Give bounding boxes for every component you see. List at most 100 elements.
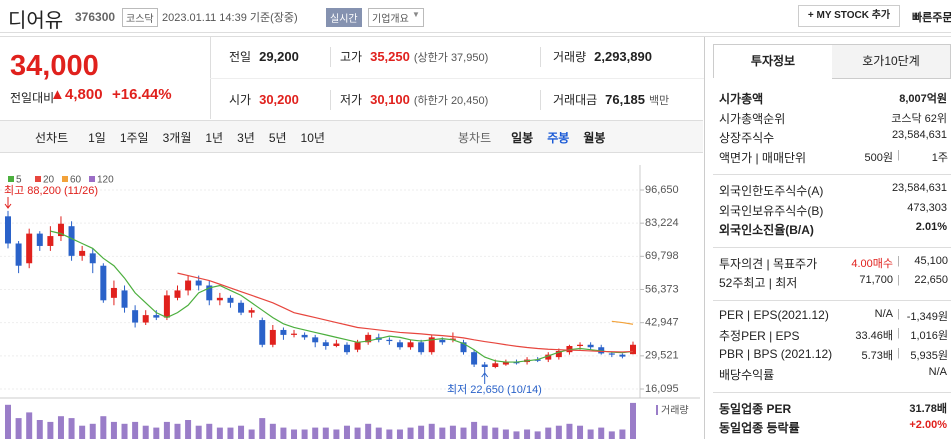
volume-bar (439, 427, 446, 439)
chart-tab[interactable]: 월봉 (583, 131, 606, 145)
ma-line (177, 272, 634, 353)
volume-bar (333, 429, 340, 439)
side-value: +2.00% (909, 419, 947, 431)
mystock-button[interactable]: + MY STOCK 추가 (798, 5, 900, 27)
chart-tab[interactable]: 1년 (205, 131, 224, 145)
side-label: 시가총액순위 (719, 111, 786, 126)
legend-label: 120 (97, 175, 114, 186)
quote-label: 거래량 (553, 50, 587, 64)
volume-bar (174, 423, 181, 439)
volume-bar (619, 429, 626, 439)
chart: 96,650 83,224 69,798 56,373 42,947 29,521 16,0… (0, 165, 700, 439)
volume-bar (630, 402, 636, 439)
volume-bar (396, 429, 403, 439)
volume-bar (163, 421, 170, 439)
ma-line (50, 230, 634, 363)
high-annotation: 최고 88,200 (11/26) (4, 184, 98, 197)
volume-bar (301, 429, 308, 439)
side-value: 5,935원 (910, 349, 948, 362)
side-label: 외국인보유주식수(B) (719, 203, 824, 218)
volume-bar (142, 425, 149, 439)
volume-bar (365, 423, 372, 439)
volume-bar (5, 404, 11, 439)
candle-body (418, 342, 425, 353)
side-value: 1,016원 (910, 330, 948, 342)
candle-body (185, 280, 192, 291)
candle-body (534, 359, 541, 361)
candle-body (312, 337, 319, 343)
chart-tab[interactable]: 10년 (300, 131, 325, 145)
candle-body (248, 310, 255, 313)
side-value: N/A (928, 366, 947, 378)
candle-body (555, 350, 562, 358)
chart-tab[interactable]: 3개월 (162, 131, 192, 145)
side-divider (713, 174, 951, 175)
volume-bar (110, 421, 117, 439)
candle-body (216, 297, 223, 301)
quote-value: 30,100 (370, 92, 410, 107)
quote-cell: 전일 29,200 (229, 48, 299, 65)
change: 4,800 (65, 86, 103, 103)
chart-tab[interactable]: 일봉 (511, 131, 534, 145)
side-label: 상장주식수 (719, 131, 775, 145)
divider (540, 47, 541, 67)
candle-body (386, 339, 393, 342)
volume-bar (471, 421, 478, 439)
legend-label: 60 (70, 175, 82, 186)
legend-label: 5 (16, 175, 22, 186)
side-sep: | (897, 274, 900, 286)
chart-tab[interactable]: 선차트 (35, 131, 69, 145)
candle-body (57, 223, 64, 237)
y-tick-label: 83,224 (645, 217, 679, 229)
chart-tab[interactable]: 주봉 (547, 131, 570, 145)
candle-body (5, 216, 11, 244)
volume-label: 거래량 (661, 405, 689, 417)
y-tick-label: 96,650 (645, 184, 679, 196)
volume-bar (566, 423, 573, 439)
chart-tab[interactable]: 5년 (268, 131, 287, 145)
chart-tab[interactable]: 1주일 (119, 131, 149, 145)
volume-bar (407, 427, 414, 439)
volume-bar (524, 429, 531, 439)
ma-line (611, 320, 634, 325)
volume-bar (36, 420, 43, 439)
stock-code: 376300 (75, 10, 116, 24)
side-value: 31.78배 (909, 402, 947, 415)
header-bar (0, 0, 951, 33)
side-value: 23,584,631 (891, 129, 947, 141)
candle-body (481, 364, 488, 368)
volume-bar (206, 423, 213, 439)
change-arrow: ▲ (50, 86, 65, 103)
candle-body (238, 302, 245, 313)
chart-tab[interactable]: 1일 (88, 131, 106, 145)
candle-body (163, 295, 170, 318)
candle-body (15, 243, 22, 266)
quick-order[interactable]: 빠른주문 (912, 12, 951, 24)
candle-body (598, 347, 605, 354)
chart-tab[interactable]: 3년 (237, 131, 255, 145)
change-label: 전일대비 (10, 91, 55, 105)
side-tab[interactable]: 투자정보 (713, 44, 833, 78)
low-annotation: 최저 22,650 (10/14) (447, 383, 542, 396)
quote-label: 시가 (229, 93, 252, 107)
candle-body (121, 290, 128, 308)
candle-body (26, 233, 33, 264)
overview-button[interactable]: 기업개요 (368, 8, 424, 27)
volume-bar (577, 425, 584, 439)
volume-bar (47, 421, 54, 439)
chart-tab[interactable]: 봉차트 (458, 131, 492, 145)
y-tick-label: 29,521 (645, 350, 679, 362)
volume-bar (195, 425, 202, 439)
side-value: N/A (874, 307, 893, 320)
side-label: 투자의견 | 목표주가 (719, 256, 818, 271)
quote-cell: 저가 30,100 (하한가 20,450) (340, 91, 488, 108)
volume-bar (153, 427, 160, 439)
candle-body (343, 344, 350, 353)
side-tab[interactable]: 호가10단계 (832, 44, 951, 79)
candle-body (608, 353, 615, 355)
side-value: 473,303 (907, 201, 947, 214)
candle-body (110, 287, 117, 298)
quote-value: 35,250 (370, 49, 410, 64)
divider (330, 90, 331, 110)
